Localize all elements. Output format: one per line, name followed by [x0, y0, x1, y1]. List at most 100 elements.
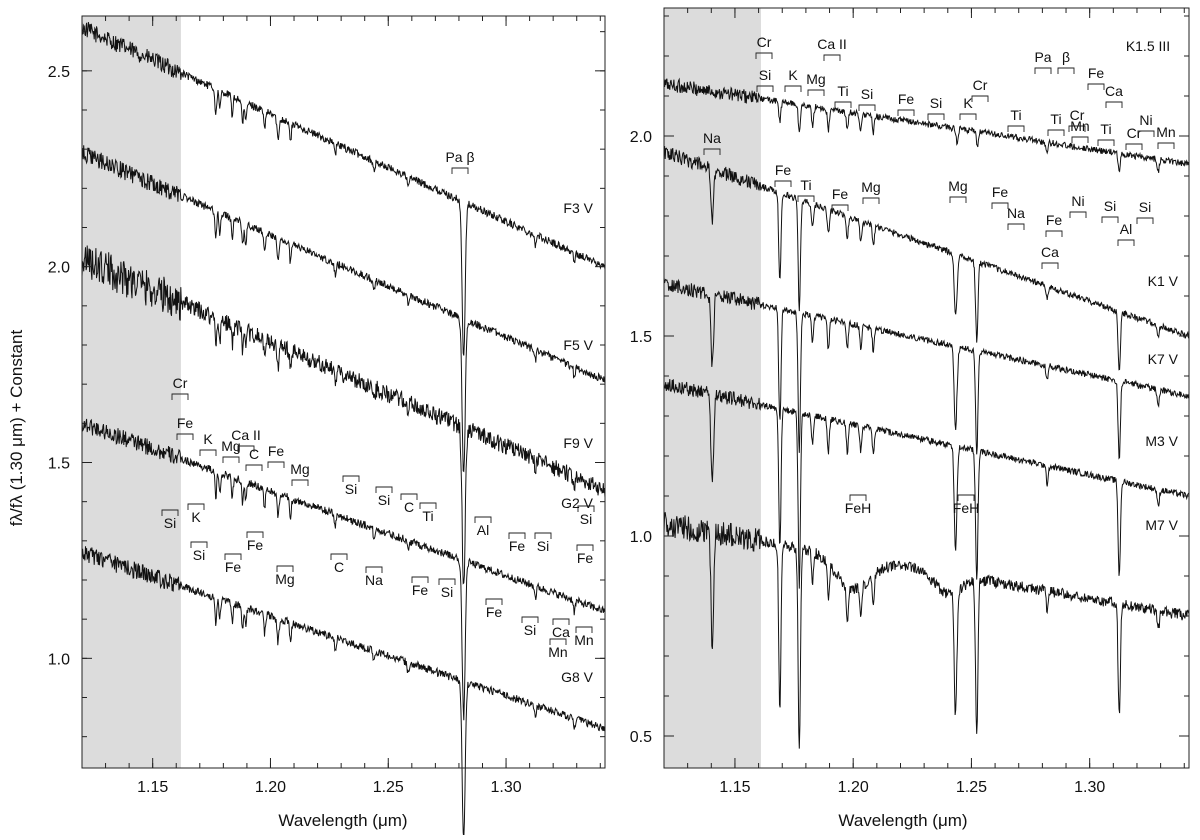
line-id-bracket	[474, 516, 492, 523]
line-id-bracket	[508, 532, 526, 539]
element-label: Si	[378, 492, 390, 508]
element-label: Mg	[221, 438, 240, 454]
left-x-tick: 1.20	[255, 779, 286, 796]
element-label: Pa	[1034, 49, 1051, 65]
line-id-bracket	[577, 505, 595, 512]
line-id-bracket	[438, 578, 456, 585]
element-label: Si	[1104, 198, 1116, 214]
y-axis-label: fλ/fλ (1.30 μm) + Constant	[7, 330, 26, 527]
element-label: Fe	[577, 550, 594, 566]
right-x-tick: 1.30	[1074, 779, 1105, 796]
left-x-tick: 1.25	[373, 779, 404, 796]
element-label: Fe	[992, 184, 1009, 200]
line-id-bracket	[774, 180, 792, 187]
left-series-label: F5 V	[563, 337, 593, 353]
line-id-bracket	[1097, 139, 1115, 146]
line-id-bracket	[1136, 217, 1154, 224]
line-id-bracket	[534, 532, 552, 539]
element-label: Fe	[177, 415, 194, 431]
line-id-bracket	[267, 461, 285, 468]
element-label: Fe	[509, 538, 526, 554]
spectrum-line	[81, 145, 606, 473]
element-label: Fe	[898, 91, 915, 107]
element-label: Cr	[173, 375, 188, 391]
right-y-tick: 1.5	[630, 329, 652, 346]
line-id-bracket	[171, 393, 189, 400]
left-x-axis-title: Wavelength (μm)	[278, 811, 407, 830]
series-label-k1-5-iii: K1.5 III	[1126, 38, 1170, 54]
left-series-label: F9 V	[563, 435, 593, 451]
line-id-bracket	[1117, 239, 1135, 246]
line-id-bracket	[1034, 67, 1052, 74]
spectrum-line	[81, 21, 606, 356]
element-label: Mg	[806, 71, 825, 87]
line-id-bracket	[187, 503, 205, 510]
element-label: Cr	[973, 77, 988, 93]
element-label: Fe	[486, 604, 503, 620]
element-label: FeH	[845, 500, 871, 516]
element-label: C	[404, 499, 414, 515]
line-id-bracket	[1101, 216, 1119, 223]
line-id-bracket	[365, 566, 383, 573]
left-y-tick: 2.5	[48, 64, 70, 81]
line-id-bracket	[190, 541, 208, 548]
element-label: Cr	[1070, 107, 1085, 123]
left-x-tick: 1.15	[137, 779, 168, 796]
line-id-bracket	[1068, 125, 1086, 132]
left-y-tick: 1.0	[48, 651, 70, 668]
line-id-bracket	[971, 95, 989, 102]
left-y-tick: 2.0	[48, 260, 70, 277]
element-label: Fe	[247, 537, 264, 553]
element-label: Si	[193, 547, 205, 563]
element-label: Si	[164, 515, 176, 531]
line-id-bracket	[246, 531, 264, 538]
line-id-bracket	[1007, 125, 1025, 132]
left-shaded-region	[82, 16, 181, 768]
element-label: Mn	[1070, 118, 1089, 134]
left-plot-frame	[81, 15, 606, 769]
element-label: Ca II	[231, 427, 261, 443]
line-id-bracket	[245, 464, 263, 471]
element-label: Si	[1139, 199, 1151, 215]
spectrum-line	[663, 277, 1190, 460]
element-label: K	[963, 95, 973, 111]
right-axis-ticks	[663, 8, 1189, 768]
left-series-label: F3 V	[563, 200, 593, 216]
line-id-bracket	[1047, 129, 1065, 136]
element-label: Mg	[948, 178, 967, 194]
line-id-bracket	[927, 113, 945, 120]
line-id-bracket	[949, 196, 967, 203]
element-label: Ni	[1139, 112, 1152, 128]
line-id-bracket	[375, 486, 393, 493]
line-id-bracket	[823, 54, 841, 61]
spectrum-line	[81, 546, 606, 839]
right-series-label: M7 V	[1145, 517, 1178, 533]
line-id-bracket	[237, 445, 255, 452]
right-y-tick: 2.0	[630, 129, 652, 146]
line-id-bracket	[1125, 143, 1143, 150]
element-label: Si	[759, 67, 771, 83]
spectrum-line	[81, 418, 606, 721]
line-id-bracket	[797, 195, 815, 202]
spectrum-line	[663, 146, 1190, 371]
left-y-tick: 1.5	[48, 456, 70, 473]
line-id-bracket	[276, 565, 294, 572]
left-x-tick: 1.30	[490, 779, 521, 796]
line-id-bracket	[1071, 136, 1089, 143]
line-id-bracket	[703, 148, 721, 155]
right-x-axis-title: Wavelength (μm)	[838, 811, 967, 830]
line-id-bracket	[400, 493, 418, 500]
line-id-bracket	[291, 479, 309, 486]
line-id-bracket	[485, 598, 503, 605]
element-label: Fe	[225, 559, 242, 575]
left-axis-ticks	[81, 16, 605, 768]
line-id-bracket	[1087, 83, 1105, 90]
right-x-tick: 1.25	[956, 779, 987, 796]
line-id-bracket	[862, 197, 880, 204]
line-id-bracket	[199, 449, 217, 456]
element-label: Ca II	[817, 36, 847, 52]
line-id-bracket	[849, 494, 867, 501]
